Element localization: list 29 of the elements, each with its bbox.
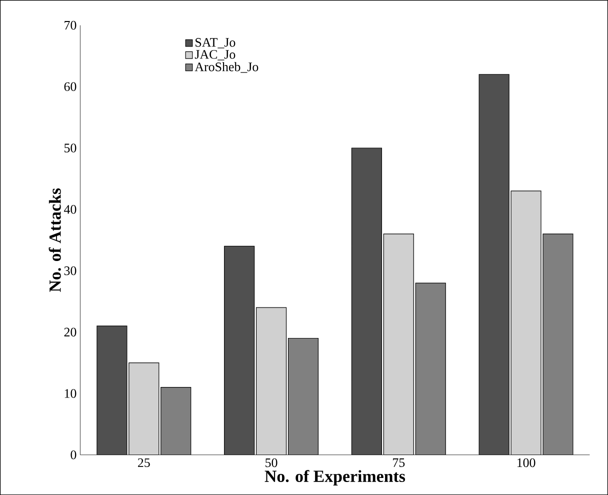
legend-label: AroSheb_Jo xyxy=(194,62,258,73)
bar xyxy=(224,246,254,455)
bar xyxy=(160,387,191,455)
bar xyxy=(352,148,382,455)
bar xyxy=(96,326,127,455)
bar xyxy=(384,234,414,455)
bar xyxy=(510,190,542,455)
y-tick-label: 70 xyxy=(64,20,76,30)
legend-label: SAT_Jo xyxy=(196,38,236,48)
bar xyxy=(288,338,318,455)
x-tick-label: 50 xyxy=(266,458,278,468)
y-tick-label: 60 xyxy=(64,82,76,91)
bar xyxy=(478,74,510,455)
bar xyxy=(128,362,159,455)
y-tick-label: 40 xyxy=(64,204,76,214)
bar xyxy=(542,234,574,455)
x-tick-label: 100 xyxy=(517,458,536,468)
bar xyxy=(416,282,446,455)
y-tick-label: 50 xyxy=(64,144,76,152)
bar xyxy=(256,308,286,455)
x-tick-label: 25 xyxy=(138,458,150,468)
legend-label: JAC_Jo xyxy=(194,50,236,60)
x-axis-title: No. of Experiments xyxy=(264,470,406,486)
x-tick-label: 75 xyxy=(393,458,405,467)
y-tick-label: 30 xyxy=(64,266,76,276)
y-tick-label: 10 xyxy=(64,389,76,398)
y-axis-title: No. of Attacks xyxy=(48,188,61,292)
y-tick-label: 20 xyxy=(64,328,76,336)
y-tick-label: 0 xyxy=(70,450,76,460)
